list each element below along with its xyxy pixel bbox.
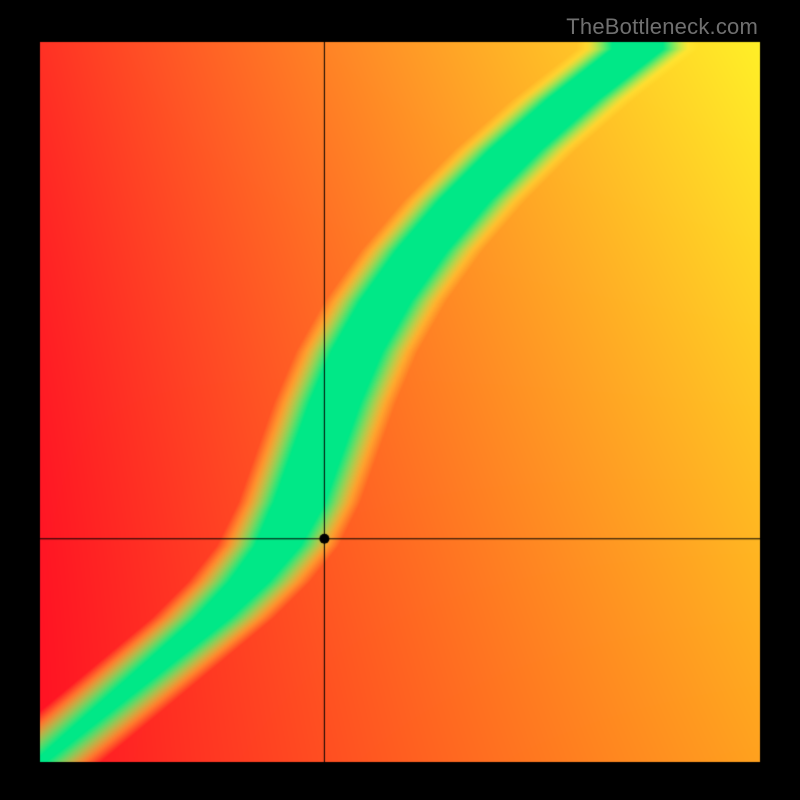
watermark-text: TheBottleneck.com [566,14,758,40]
heatmap-canvas [0,0,800,800]
chart-container: TheBottleneck.com [0,0,800,800]
